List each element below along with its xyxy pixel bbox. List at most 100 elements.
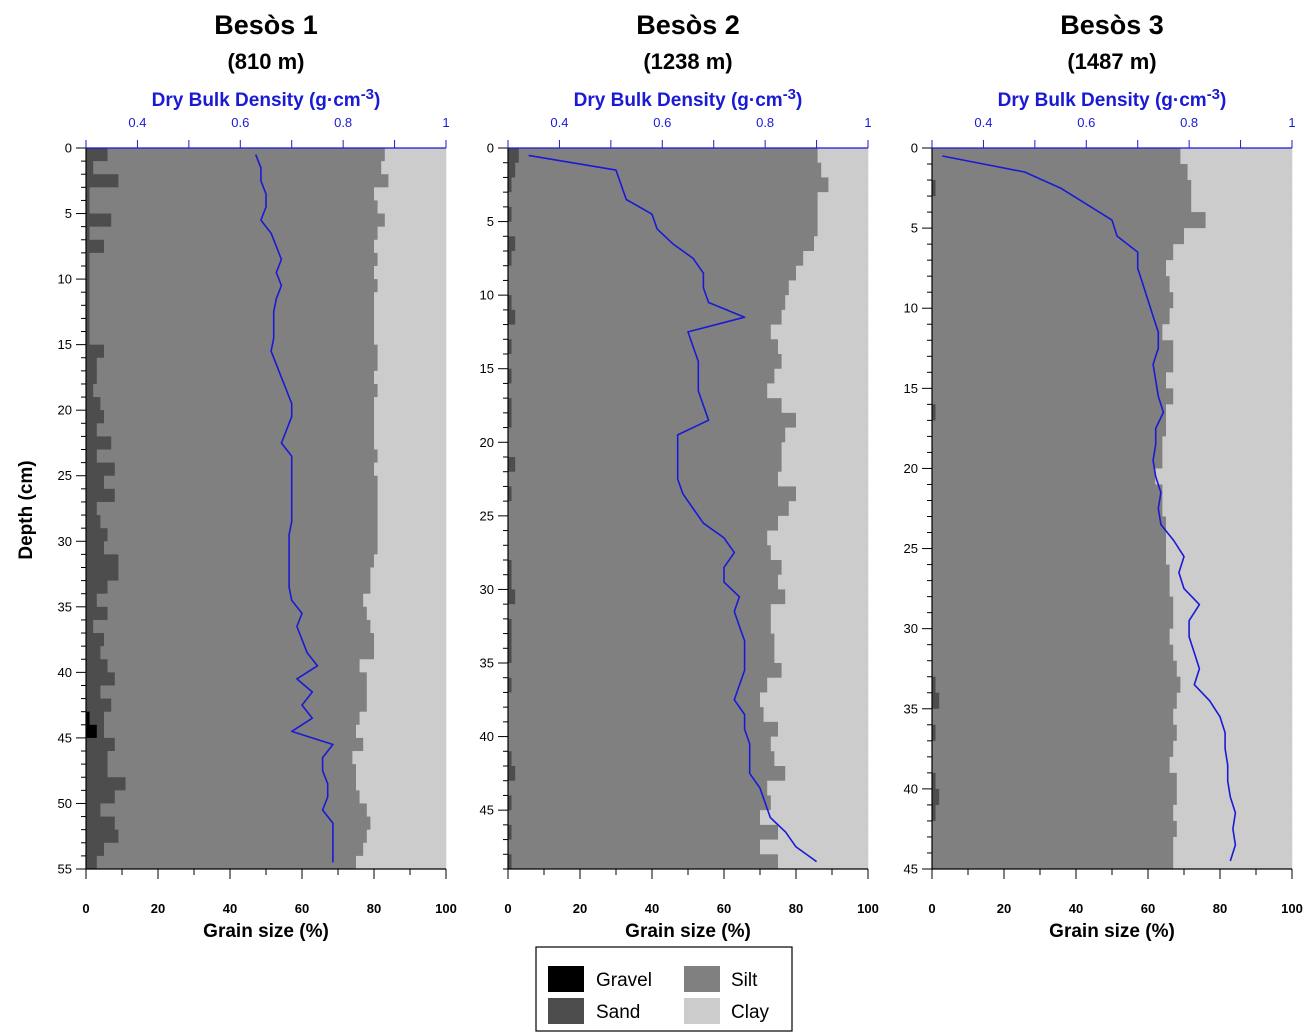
grain-tick-label: 100 (857, 901, 879, 916)
depth-tick-label: 40 (58, 665, 72, 680)
silt-bar (932, 420, 1167, 437)
silt-bar (508, 515, 779, 532)
clay-bar (781, 560, 869, 576)
clay-bar (388, 174, 447, 188)
sand-bar (508, 339, 512, 355)
clay-bar (770, 795, 869, 811)
depth-tick-label: 25 (480, 508, 494, 523)
clay-bar (1176, 788, 1293, 806)
clay-bar (1173, 388, 1293, 405)
clay-bar (377, 541, 447, 555)
grain-tick-label: 40 (645, 901, 659, 916)
clay-bar (781, 309, 869, 326)
depth-tick-label: 15 (480, 361, 494, 376)
sand-bar (86, 646, 101, 660)
clay-bar (1166, 404, 1293, 421)
sand-bar (508, 148, 520, 164)
silt-bar (111, 436, 375, 451)
silt-bar (114, 672, 368, 686)
sand-bar (508, 236, 516, 252)
silt-bar (100, 515, 378, 529)
clay-bar (1191, 180, 1293, 197)
silt-bar (508, 192, 818, 208)
silt-bar (89, 187, 375, 201)
silt-bar (89, 200, 378, 215)
clay-bar (377, 475, 447, 490)
silt-bar (104, 633, 375, 647)
depth-tick-label: 20 (58, 403, 72, 418)
silt-bar (89, 265, 375, 280)
silt-bar (932, 196, 1192, 213)
grain-tick-label: 60 (717, 901, 731, 916)
clay-bar (778, 824, 869, 841)
silt-bar (932, 340, 1174, 357)
clay-bar (374, 633, 447, 647)
legend-label-clay: Clay (731, 1002, 770, 1023)
clay-bar (774, 751, 869, 767)
grain-axis-label: Grain size (%) (203, 921, 329, 942)
silt-bar (932, 244, 1174, 261)
clay-bar (1173, 244, 1293, 261)
clay-bar (1162, 436, 1293, 453)
silt-bar (107, 751, 353, 765)
clay-bar (1176, 692, 1293, 710)
silt-bar (118, 829, 368, 844)
clay-bar (1180, 148, 1293, 165)
silt-bar (932, 356, 1174, 373)
silt-bar (100, 803, 368, 818)
silt-bar (89, 331, 375, 346)
clay-bar (796, 265, 869, 281)
clay-bar (1191, 196, 1293, 213)
silt-bar (511, 854, 779, 870)
clay-bar (785, 427, 869, 443)
grain-tick-label: 100 (435, 901, 457, 916)
clay-bar (1173, 596, 1293, 614)
clay-bar (788, 501, 869, 517)
sand-bar (86, 252, 90, 267)
clay-bar (356, 855, 447, 870)
clay-bar (366, 672, 447, 686)
sand-bar (86, 292, 90, 306)
silt-bar (511, 412, 797, 429)
silt-bar (515, 457, 782, 473)
clay-bar (1166, 260, 1293, 277)
silt-bar (100, 397, 375, 411)
silt-bar (511, 339, 779, 355)
depth-tick-label: 15 (904, 381, 918, 396)
clay-bar (760, 692, 869, 708)
depth-tick-label: 10 (480, 288, 494, 303)
clay-bar (374, 462, 447, 477)
silt-bar (89, 226, 378, 241)
sand-bar (86, 580, 108, 595)
silt-bar (96, 593, 364, 608)
clay-bar (1180, 676, 1293, 694)
silt-bar (932, 500, 1163, 518)
clay-bar (778, 515, 869, 532)
silt-bar (118, 554, 375, 568)
clay-bar (1176, 724, 1293, 742)
clay-bar (1169, 564, 1293, 582)
clay-bar (1173, 836, 1293, 854)
sand-bar (86, 410, 105, 424)
depth-tick-label: 25 (904, 541, 918, 556)
silt-bar (511, 177, 829, 193)
clay-bar (1166, 548, 1293, 566)
sand-bar (508, 751, 512, 767)
silt-bar (508, 530, 768, 546)
silt-bar (932, 836, 1174, 854)
panel-title: Besòs 1 (214, 10, 318, 40)
clay-bar (356, 724, 447, 739)
panel-subtitle: (1238 m) (643, 49, 732, 74)
sand-bar (86, 606, 108, 621)
silt-bar (511, 633, 775, 649)
silt-bar (932, 820, 1178, 838)
sand-bar (86, 475, 105, 490)
clay-bar (817, 221, 869, 237)
depth-tick-label: 45 (904, 862, 918, 877)
clay-bar (778, 854, 869, 870)
sand-bar (508, 412, 512, 429)
sand-bar (86, 554, 119, 568)
clay-bar (763, 707, 869, 723)
silt-bar (935, 676, 1181, 694)
